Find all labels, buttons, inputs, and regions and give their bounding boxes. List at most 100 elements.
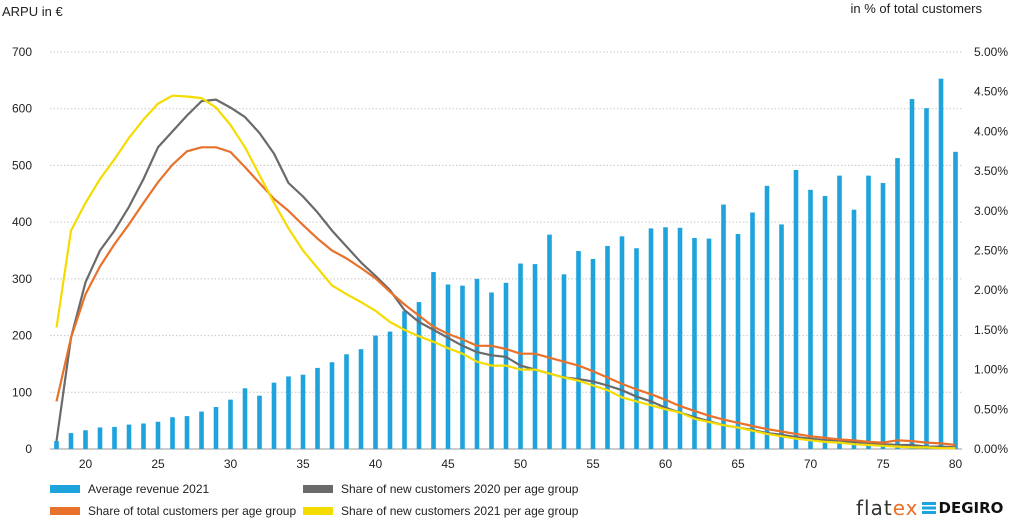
right-tick-label: 1.50% <box>974 323 1008 337</box>
bar <box>315 367 320 449</box>
right-tick-label: 4.50% <box>974 85 1008 99</box>
x-tick-label: 60 <box>659 457 673 471</box>
bar <box>808 189 813 449</box>
bar <box>837 175 842 449</box>
bar <box>228 399 233 449</box>
x-tick-label: 25 <box>151 457 165 471</box>
bar <box>126 424 132 449</box>
x-tick-label: 40 <box>369 457 383 471</box>
bar <box>605 245 610 449</box>
bar <box>387 331 393 449</box>
right-tick-label: 2.00% <box>974 283 1008 297</box>
x-tick-label: 35 <box>296 457 310 471</box>
left-tick-label: 300 <box>12 272 32 286</box>
bar <box>416 302 422 449</box>
bar <box>242 388 248 449</box>
bar <box>68 433 74 449</box>
right-axis-title: in % of total customers <box>851 1 983 16</box>
bar <box>735 234 741 449</box>
x-tick-label: 20 <box>79 457 93 471</box>
bar <box>54 441 59 449</box>
right-axis-ticks: 0.00% 0.50% 1.00% 1.50% 2.00% 2.50% 3.00% 3.50%… <box>974 45 1008 456</box>
bar <box>271 382 277 449</box>
bar <box>431 272 436 449</box>
bar <box>329 362 335 449</box>
x-tick-label: 70 <box>804 457 818 471</box>
logo-bars-icon <box>921 502 936 514</box>
bar <box>445 284 451 449</box>
bar <box>373 335 378 449</box>
legend-swatch-yellow <box>303 507 333 515</box>
bar <box>358 349 364 449</box>
legend-label-bars: Average revenue 2021 <box>88 482 210 496</box>
x-tick-label: 55 <box>586 457 600 471</box>
x-tick-label: 45 <box>441 457 455 471</box>
right-tick-label: 4.00% <box>974 124 1008 138</box>
left-tick-label: 100 <box>12 385 32 399</box>
bar <box>141 423 146 449</box>
bar <box>895 158 900 449</box>
bar <box>170 417 175 449</box>
line-series-group <box>55 94 956 450</box>
left-tick-label: 0 <box>25 442 32 456</box>
left-tick-label: 600 <box>12 102 32 116</box>
bar <box>648 228 654 449</box>
bar <box>286 376 291 449</box>
legend-label-gray: Share of new customers 2020 per age grou… <box>341 482 579 496</box>
bar <box>300 374 306 449</box>
right-tick-label: 3.50% <box>974 164 1008 178</box>
bar <box>880 183 886 449</box>
flatex-degiro-logo: flat ex DEGIRO <box>856 496 1003 520</box>
bar <box>474 278 480 449</box>
x-tick-label: 30 <box>224 457 238 471</box>
bar <box>851 209 857 449</box>
bar <box>793 169 799 450</box>
x-tick-label: 75 <box>876 457 890 471</box>
bar <box>938 78 944 450</box>
line-series-new-2021 <box>55 94 956 450</box>
bar <box>184 416 190 449</box>
legend-item-orange: Share of total customers per age group <box>50 504 296 518</box>
x-tick-label: 80 <box>949 457 963 471</box>
right-tick-label: 2.50% <box>974 244 1008 258</box>
bar <box>576 251 581 449</box>
x-axis-ticks: 20 25 30 35 40 45 50 55 60 65 70 75 80 <box>79 457 963 471</box>
bar <box>590 259 596 449</box>
bar <box>518 263 523 449</box>
line-series-total-customers <box>55 146 956 447</box>
logo-text-ex: ex <box>892 496 919 520</box>
right-tick-label: 1.00% <box>974 363 1008 377</box>
bar <box>344 354 349 449</box>
legend-swatch-orange <box>50 507 80 515</box>
bar <box>866 175 871 449</box>
legend-swatch-blue <box>50 485 80 493</box>
x-tick-label: 65 <box>731 457 745 471</box>
left-axis-ticks: 0 100 200 300 400 500 600 700 <box>12 45 32 456</box>
bar <box>532 264 538 449</box>
bar <box>489 292 494 449</box>
right-tick-label: 0.00% <box>974 442 1008 456</box>
bar <box>402 311 407 449</box>
bar <box>677 227 683 449</box>
bar <box>692 238 697 449</box>
bar-series-average-revenue <box>54 78 958 450</box>
bar <box>764 185 770 450</box>
left-tick-label: 200 <box>12 329 32 343</box>
combo-chart: ARPU in € in % of total customers 0 100 20… <box>2 1 1008 471</box>
legend-swatch-gray <box>303 485 333 493</box>
bar <box>619 236 625 449</box>
bar <box>909 99 915 449</box>
legend-item-yellow: Share of new customers 2021 per age grou… <box>303 504 578 518</box>
right-tick-label: 5.00% <box>974 45 1008 59</box>
right-tick-label: 0.50% <box>974 402 1008 416</box>
bar <box>779 224 784 449</box>
bar <box>634 248 639 449</box>
legend-item-gray: Share of new customers 2020 per age grou… <box>303 482 578 496</box>
bar <box>97 427 103 449</box>
bar <box>663 227 668 449</box>
left-tick-label: 700 <box>12 45 32 59</box>
bar <box>822 196 828 449</box>
legend-item-bars: Average revenue 2021 <box>50 482 209 496</box>
legend-label-orange: Share of total customers per age group <box>88 504 297 518</box>
bar <box>112 426 117 449</box>
